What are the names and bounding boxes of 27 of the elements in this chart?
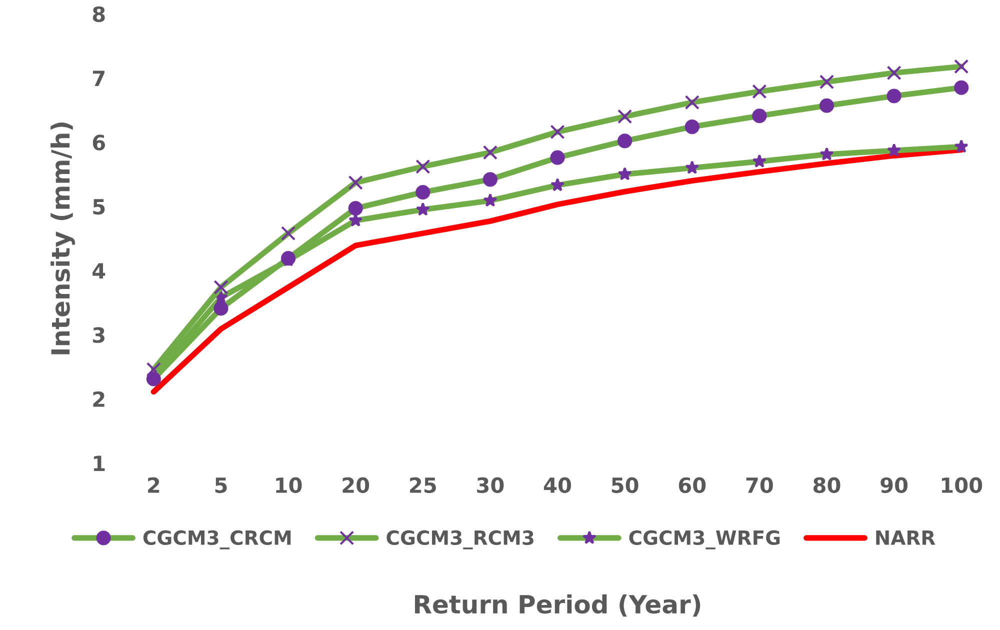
legend-label: NARR — [876, 530, 936, 545]
x-tick-label: 5 — [215, 478, 227, 494]
y-tick-label: 5 — [93, 199, 105, 215]
legend-label: CGCM3_CRCM — [143, 530, 291, 550]
x-tick-label: 50 — [612, 477, 638, 494]
x-tick-label: 70 — [746, 477, 773, 494]
x-tick-label: 10 — [276, 477, 302, 494]
y-tick-label: 2 — [93, 391, 104, 407]
y-tick-label: 1 — [94, 456, 105, 471]
x-tick-label: 60 — [678, 477, 706, 494]
x-tick-label: 80 — [814, 477, 840, 494]
x-tick-label: 90 — [880, 477, 908, 494]
x-tick-label: 30 — [477, 477, 504, 494]
y-tick-label: 6 — [92, 134, 105, 150]
y-tick-label: 3 — [93, 327, 104, 343]
x-tick-label: 20 — [342, 477, 370, 494]
y-tick-label: 8 — [92, 6, 105, 22]
x-axis-title: Return Period (Year) — [415, 594, 700, 617]
y-tick-label: 4 — [92, 263, 106, 278]
legend-label: CGCM3_WRFG — [629, 530, 780, 550]
legend-label: CGCM3_RCM3 — [386, 530, 534, 550]
x-tick-label: 25 — [410, 477, 436, 494]
y-tick-label: 7 — [93, 70, 104, 86]
x-tick-label: 40 — [544, 477, 571, 494]
x-tick-label: 2 — [148, 477, 160, 493]
y-axis-title: Intensity (mm/h) — [50, 122, 75, 354]
x-tick-label: 100 — [942, 477, 982, 494]
